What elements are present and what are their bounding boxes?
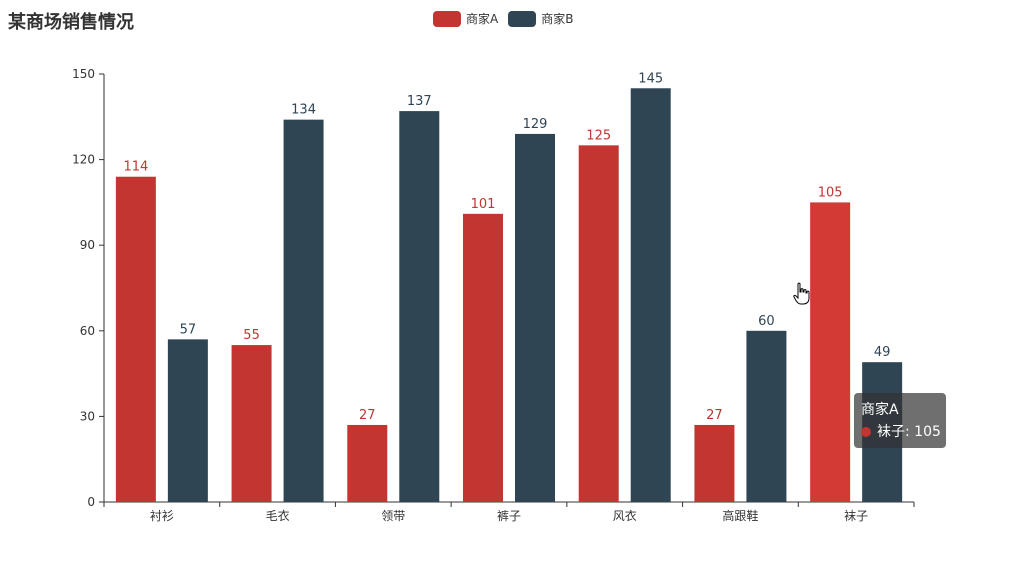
bar-series-b bbox=[167, 339, 208, 502]
legend-swatch-a bbox=[433, 10, 461, 27]
tooltip: 商家A 袜子: 105 bbox=[854, 393, 946, 448]
x-tick-label: 毛衣 bbox=[266, 508, 290, 523]
bar-series-b bbox=[630, 88, 671, 503]
y-tick-label: 30 bbox=[80, 409, 95, 423]
bar-series-b bbox=[399, 111, 440, 503]
data-label: 27 bbox=[359, 408, 376, 423]
hand-pointer-icon bbox=[793, 282, 811, 310]
bar-series-a bbox=[810, 202, 851, 502]
legend-label-b: 商家B bbox=[541, 12, 574, 26]
data-label: 129 bbox=[523, 117, 548, 132]
legend-label-a: 商家A bbox=[466, 12, 499, 26]
bar-series-b bbox=[283, 119, 324, 503]
legend-item-series-a[interactable]: 商家A bbox=[433, 10, 498, 27]
bar-series-b bbox=[515, 133, 555, 503]
y-tick-label: 90 bbox=[80, 238, 95, 252]
tooltip-item-text: 袜子: 105 bbox=[877, 424, 941, 440]
data-label: 134 bbox=[291, 103, 316, 118]
x-tick-label: 领带 bbox=[381, 509, 405, 523]
data-label: 101 bbox=[471, 197, 496, 212]
x-tick-label: 风衣 bbox=[613, 508, 637, 523]
chart-legend: 商家A 商家B bbox=[433, 10, 583, 27]
data-label: 125 bbox=[586, 128, 611, 143]
data-label: 114 bbox=[123, 160, 148, 175]
y-tick-label: 60 bbox=[80, 324, 95, 338]
bar-series-a bbox=[694, 424, 735, 502]
bar-series-a bbox=[463, 213, 503, 502]
data-label: 105 bbox=[818, 185, 843, 200]
y-tick-label: 120 bbox=[72, 153, 95, 167]
tooltip-dot-icon bbox=[861, 427, 871, 437]
data-label: 49 bbox=[874, 345, 891, 360]
data-label: 27 bbox=[706, 408, 723, 423]
bar-series-a bbox=[231, 345, 272, 502]
x-tick-label: 裤子 bbox=[497, 509, 521, 523]
legend-item-series-b[interactable]: 商家B bbox=[508, 10, 573, 27]
x-tick-label: 袜子 bbox=[844, 509, 868, 523]
data-label: 55 bbox=[243, 328, 260, 343]
bar-series-a bbox=[578, 145, 619, 503]
chart-title: 某商场销售情况 bbox=[8, 12, 134, 33]
data-label: 60 bbox=[758, 314, 775, 329]
data-label: 137 bbox=[407, 94, 432, 109]
x-tick-label: 高跟鞋 bbox=[722, 508, 758, 523]
y-tick-label: 150 bbox=[72, 67, 95, 81]
y-tick-label: 0 bbox=[87, 495, 95, 509]
bar-series-a bbox=[347, 424, 388, 502]
data-label: 145 bbox=[638, 71, 663, 86]
legend-swatch-b bbox=[508, 10, 537, 27]
bar-series-b bbox=[746, 330, 787, 502]
tooltip-item: 袜子: 105 bbox=[861, 421, 941, 443]
bar-series-a bbox=[115, 176, 156, 502]
data-label: 57 bbox=[180, 322, 197, 337]
tooltip-series-name: 商家A bbox=[861, 402, 899, 418]
x-tick-label: 衬衫 bbox=[150, 509, 174, 523]
